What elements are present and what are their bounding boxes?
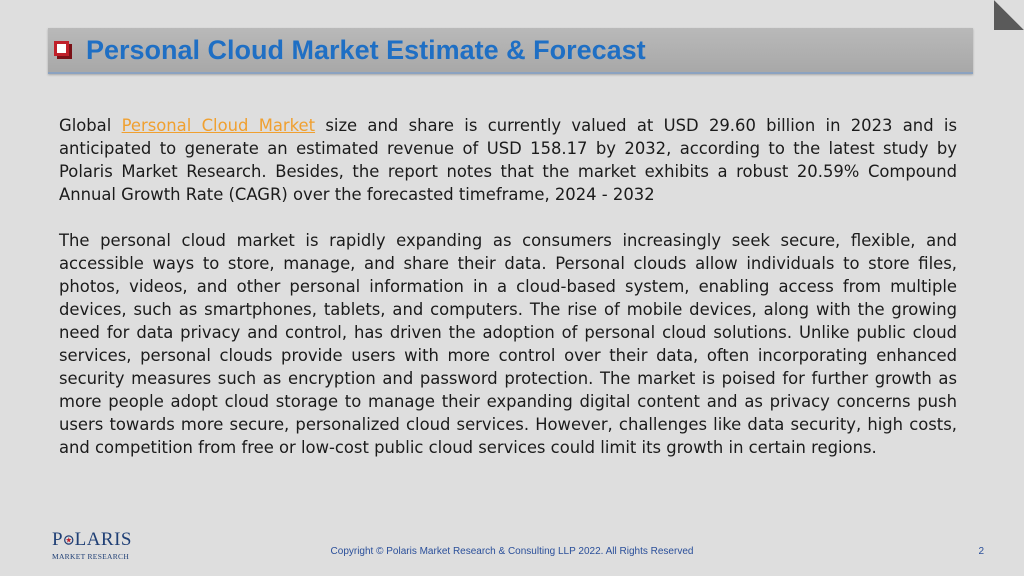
logo-star-o-icon xyxy=(64,535,74,545)
intro-rest: size and share is currently valued at US… xyxy=(59,116,957,204)
page-corner-fold-icon xyxy=(994,0,1024,30)
body-content: Global Personal Cloud Market size and sh… xyxy=(59,114,957,459)
market-description-paragraph: The personal cloud market is rapidly exp… xyxy=(59,231,957,457)
footer-copyright: Copyright © Polaris Market Research & Co… xyxy=(330,546,694,557)
checkbox-bullet-icon xyxy=(54,41,72,59)
title-bar: Personal Cloud Market Estimate & Forecas… xyxy=(48,28,973,74)
page-number: 2 xyxy=(978,546,984,557)
intro-prefix: Global xyxy=(59,116,122,135)
polaris-logo: P LARIS MARKET RESEARCH xyxy=(52,529,132,562)
logo-subtitle: MARKET RESEARCH xyxy=(52,552,130,561)
logo-letter-p: P xyxy=(52,529,64,550)
personal-cloud-market-link[interactable]: Personal Cloud Market xyxy=(121,116,316,135)
logo-letters-laris: LARIS xyxy=(74,529,132,550)
page-title: Personal Cloud Market Estimate & Forecas… xyxy=(86,34,646,65)
intro-paragraph: Global Personal Cloud Market size and sh… xyxy=(59,114,957,206)
